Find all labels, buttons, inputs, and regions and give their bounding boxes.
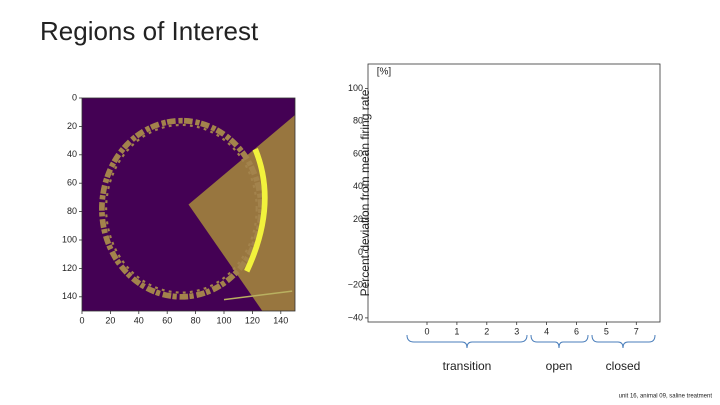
x-tick-label: 1 xyxy=(454,326,459,336)
y-tick-label: 80 xyxy=(67,206,77,216)
x-tick-label: 5 xyxy=(604,326,609,336)
x-tick-label: 80 xyxy=(191,315,201,325)
y-tick-label: 100 xyxy=(348,83,363,93)
y-tick-label: 40 xyxy=(353,181,363,191)
y-tick-label: 0 xyxy=(358,247,363,257)
y-tick-label: 100 xyxy=(62,234,77,244)
x-tick-label: 20 xyxy=(105,315,115,325)
x-tick-label: 140 xyxy=(273,315,288,325)
x-tick-label: 0 xyxy=(424,326,429,336)
trace-line xyxy=(223,290,293,301)
roi-image xyxy=(82,98,295,311)
y-tick-label: 60 xyxy=(67,178,77,188)
x-tick-label: 100 xyxy=(216,315,231,325)
x-tick-label: 120 xyxy=(245,315,260,325)
y-tick-label: 20 xyxy=(353,214,363,224)
y-axis-label: Percent deviation from mean firing rate xyxy=(358,89,372,296)
unit-label: [%] xyxy=(377,67,392,78)
y-tick-label: 40 xyxy=(67,149,77,159)
image-frame xyxy=(81,97,296,312)
roi-arc xyxy=(244,148,268,273)
slide-title: Regions of Interest xyxy=(40,16,259,46)
group-label: open xyxy=(546,359,573,373)
x-tick-label: 60 xyxy=(162,315,172,325)
y-tick-label: 0 xyxy=(72,92,77,102)
trajectory-inner xyxy=(105,123,258,294)
x-tick-label: 40 xyxy=(134,315,144,325)
x-tick-label: 3 xyxy=(514,326,519,336)
group-braces xyxy=(406,334,656,349)
plot-frame xyxy=(367,63,661,323)
group-label: closed xyxy=(606,359,641,373)
y-tick-label: 60 xyxy=(353,148,363,158)
trajectory xyxy=(99,117,264,300)
x-tick-label: 4 xyxy=(544,326,549,336)
y-tick-label: 120 xyxy=(62,263,77,273)
x-tick-label: 2 xyxy=(484,326,489,336)
y-tick-label: 140 xyxy=(62,291,77,301)
roi-wedge xyxy=(188,115,295,311)
y-tick-label: 20 xyxy=(67,121,77,131)
y-tick-label: −20 xyxy=(348,280,363,290)
group-label: transition xyxy=(443,359,492,373)
x-tick-label: 0 xyxy=(79,315,84,325)
x-tick-label: 7 xyxy=(634,326,639,336)
footnote: unit 16, animal 09, saline treatment xyxy=(619,394,713,400)
y-tick-label: −40 xyxy=(348,312,363,322)
y-tick-label: 80 xyxy=(353,116,363,126)
x-tick-label: 6 xyxy=(574,326,579,336)
